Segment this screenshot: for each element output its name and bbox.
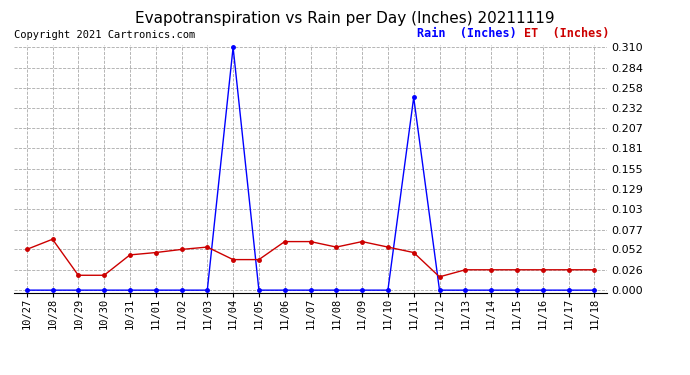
Text: Rain  (Inches): Rain (Inches) [417,27,517,40]
Text: Evapotranspiration vs Rain per Day (Inches) 20211119: Evapotranspiration vs Rain per Day (Inch… [135,11,555,26]
Text: ET  (Inches): ET (Inches) [524,27,610,40]
Text: Copyright 2021 Cartronics.com: Copyright 2021 Cartronics.com [14,30,195,40]
